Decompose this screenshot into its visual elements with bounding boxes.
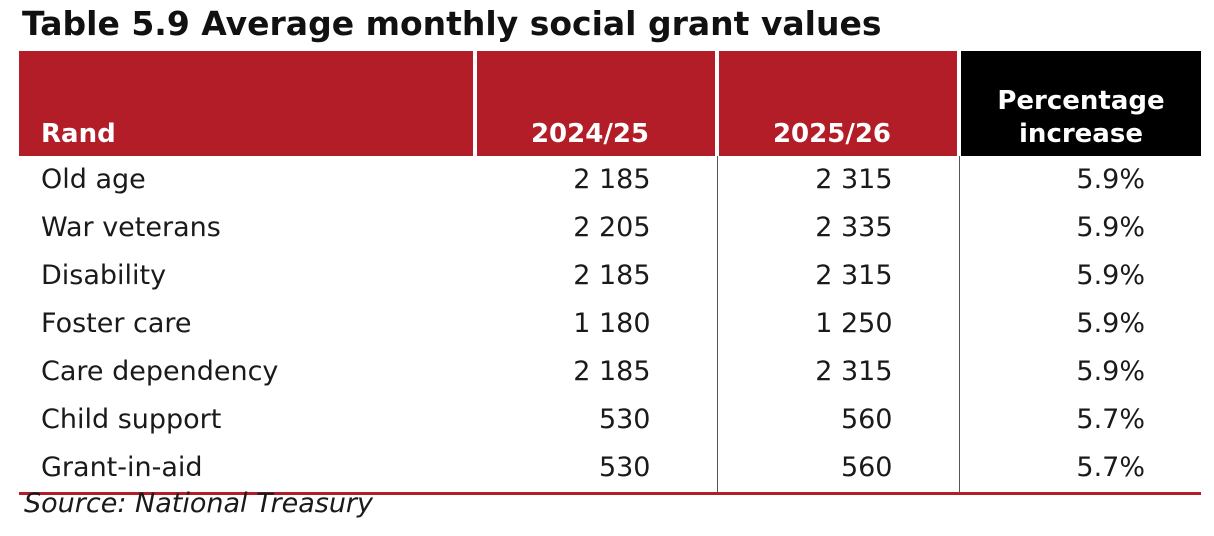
cell-2024-25: 530 <box>475 444 717 495</box>
header-percentage-increase: Percentage increase <box>957 51 1201 156</box>
table-row: War veterans 2 205 2 335 5.9% <box>19 204 1201 252</box>
table-row: Foster care 1 180 1 250 5.9% <box>19 300 1201 348</box>
cell-percentage: 5.7% <box>958 444 1201 495</box>
cell-percentage: 5.7% <box>958 396 1201 444</box>
cell-2025-26: 2 315 <box>716 252 959 300</box>
header-2024-25: 2024/25 <box>473 51 717 156</box>
cell-2024-25: 2 185 <box>573 260 651 291</box>
cell-2024-25: 2 185 <box>573 164 651 195</box>
header-2025-26: 2025/26 <box>715 51 959 156</box>
header-row: Rand 2024/25 2025/26 Percentage increase <box>19 51 1201 156</box>
cell-2025-26: 2 315 <box>716 348 959 396</box>
cell-2025-26: 2 335 <box>716 204 959 252</box>
cell-percentage: 5.9% <box>958 348 1201 396</box>
cell-2024-25: 2 205 <box>573 212 651 243</box>
cell-percentage: 5.9% <box>958 252 1201 300</box>
row-label: Foster care <box>41 308 192 339</box>
table-row: Grant-in-aid 530 560 5.7% <box>19 444 1201 495</box>
cell-percentage: 5.9% <box>958 204 1201 252</box>
cell-2025-26: 1 250 <box>716 300 959 348</box>
cell-2025-26: 560 <box>716 444 959 495</box>
table-title: Table 5.9 Average monthly social grant v… <box>22 4 882 43</box>
grant-values-table: Rand 2024/25 2025/26 Percentage increase… <box>19 51 1201 495</box>
row-label: Disability <box>41 260 167 291</box>
row-label: Child support <box>41 404 222 435</box>
table-row: Child support 530 560 5.7% <box>19 396 1201 444</box>
cell-2024-25: 530 <box>598 404 651 435</box>
row-label: Care dependency <box>41 356 279 387</box>
table-row: Disability 2 185 2 315 5.9% <box>19 252 1201 300</box>
row-label: War veterans <box>41 212 221 243</box>
cell-2024-25: 2 185 <box>573 356 651 387</box>
cell-2025-26: 2 315 <box>716 155 959 204</box>
row-label: Grant-in-aid <box>19 444 475 495</box>
cell-percentage: 5.9% <box>958 300 1201 348</box>
header-percentage-line1: Percentage <box>997 86 1165 116</box>
header-percentage-line2: increase <box>1019 119 1143 149</box>
table-row: Care dependency 2 185 2 315 5.9% <box>19 348 1201 396</box>
row-label: Old age <box>41 164 146 195</box>
cell-2024-25: 1 180 <box>573 308 651 339</box>
cell-2025-26: 560 <box>716 396 959 444</box>
cell-percentage: 5.9% <box>958 155 1201 204</box>
table-row: Old age 2 185 2 315 5.9% <box>19 155 1201 204</box>
source-note: Source: National Treasury <box>24 488 374 519</box>
header-rand: Rand <box>19 51 475 156</box>
